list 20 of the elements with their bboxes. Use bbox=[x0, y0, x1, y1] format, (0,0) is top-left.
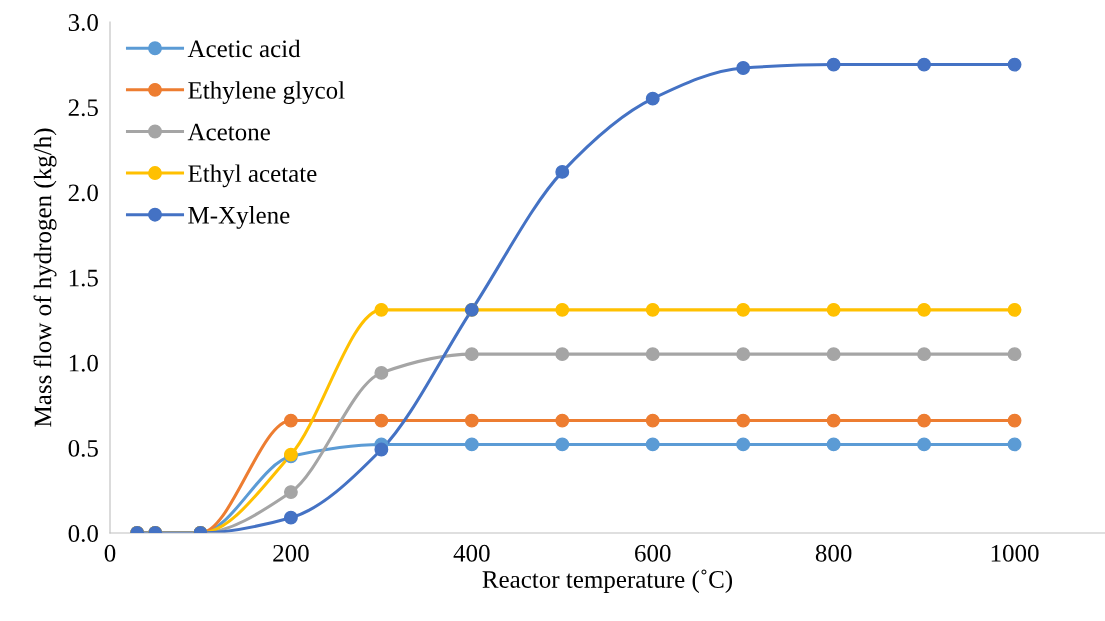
x-tick-label: 200 bbox=[273, 544, 309, 562]
x-axis-title: Reactor temperature (˚C) bbox=[482, 569, 733, 593]
y-tick-label: 1.0 bbox=[69, 354, 98, 372]
x-tick-label: 0 bbox=[104, 544, 116, 562]
x-tick-label: 800 bbox=[815, 544, 852, 562]
legend-label: Acetone bbox=[187, 123, 270, 141]
y-tick-label: 2.0 bbox=[68, 184, 98, 202]
x-tick-label: 600 bbox=[635, 544, 671, 562]
y-tick-label: 1.5 bbox=[69, 269, 98, 287]
x-tick-label: 400 bbox=[453, 544, 490, 562]
legend-label: Ethyl acetate bbox=[188, 164, 317, 188]
x-tick-label: 1000 bbox=[991, 544, 1039, 562]
legend-label: Ethylene glycol bbox=[188, 81, 345, 104]
y-tick-label: 0.5 bbox=[68, 439, 98, 457]
legend-label: M-Xylene bbox=[188, 206, 290, 229]
y-tick-label: 2.5 bbox=[68, 99, 98, 117]
legend-label: Acetic acid bbox=[187, 39, 301, 58]
y-tick-label: 0.0 bbox=[68, 525, 98, 543]
y-tick-label: 3.0 bbox=[68, 14, 98, 32]
y-axis-title: Mass flow of hydrogen (kg/h) bbox=[33, 128, 57, 427]
